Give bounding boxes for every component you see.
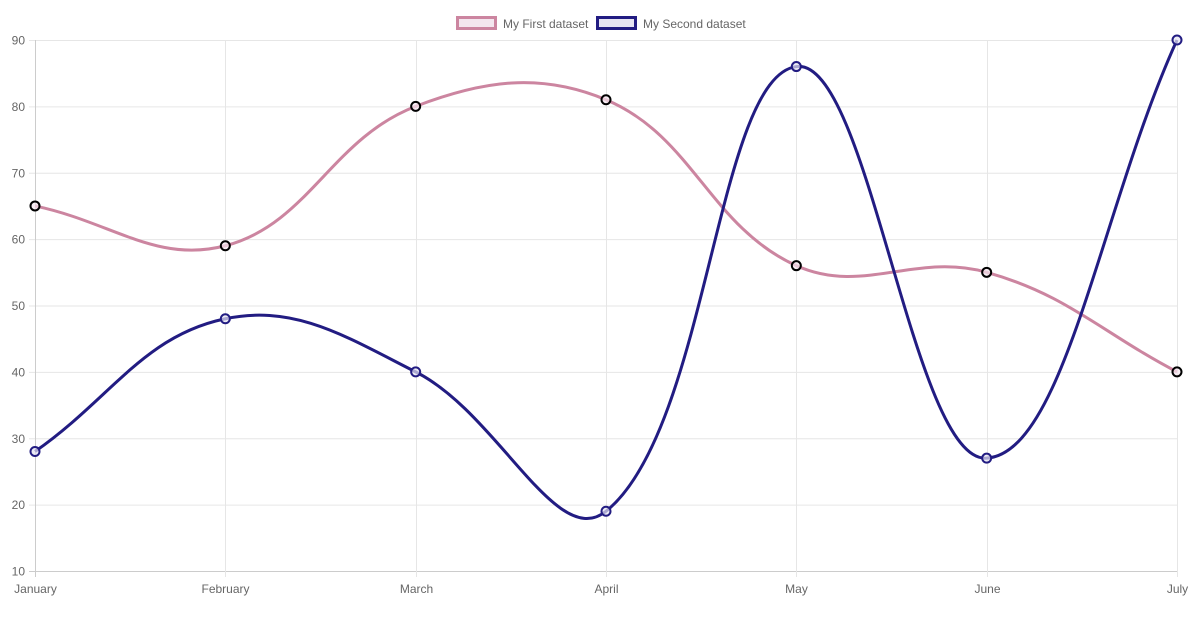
data-point[interactable]: [219, 313, 231, 325]
x-tick-label: January: [14, 582, 57, 596]
legend-swatch: [596, 16, 637, 30]
y-tick-label: 10: [12, 565, 26, 579]
x-tick-label: July: [1167, 582, 1188, 596]
y-tick-label: 60: [12, 233, 26, 247]
legend-swatch: [456, 16, 497, 30]
y-tick-label: 20: [12, 498, 26, 512]
data-point[interactable]: [219, 240, 231, 252]
x-tick-label: April: [594, 582, 618, 596]
y-tick-label: 70: [12, 166, 26, 180]
data-point[interactable]: [410, 366, 422, 378]
data-point[interactable]: [1171, 34, 1183, 46]
data-point[interactable]: [29, 200, 41, 212]
legend-item-first-dataset[interactable]: My First dataset: [456, 16, 590, 31]
y-tick-label: 90: [12, 34, 26, 48]
y-tick-label: 40: [12, 365, 26, 379]
axes: 10 20 30 40 50 60 70 80 90 January February March Ap…: [12, 34, 1189, 597]
data-point[interactable]: [29, 446, 41, 458]
legend-label: My Second dataset: [643, 17, 746, 31]
data-point[interactable]: [410, 100, 422, 112]
legend-label: My First dataset: [503, 17, 589, 31]
x-tick-label: February: [201, 582, 249, 596]
series-points: [29, 94, 1183, 378]
series-second-dataset: [34, 39, 1179, 520]
data-point[interactable]: [981, 452, 993, 464]
y-tick-label: 50: [12, 299, 26, 313]
series-line: [34, 39, 1179, 520]
data-point[interactable]: [981, 266, 993, 278]
data-point[interactable]: [600, 94, 612, 106]
x-tick-label: May: [785, 582, 808, 596]
x-tick-label: March: [400, 582, 433, 596]
data-point[interactable]: [1171, 366, 1183, 378]
grid-lines: [29, 40, 1178, 577]
y-tick-label: 30: [12, 432, 26, 446]
legend: My First dataset My Second dataset: [456, 16, 747, 31]
legend-item-second-dataset[interactable]: My Second dataset: [596, 16, 747, 31]
x-tick-label: June: [974, 582, 1000, 596]
y-tick-label: 80: [12, 100, 26, 114]
data-point[interactable]: [790, 61, 802, 73]
series-points: [29, 34, 1183, 517]
series-layer: [29, 34, 1183, 520]
data-point[interactable]: [790, 260, 802, 272]
data-point[interactable]: [600, 505, 612, 517]
